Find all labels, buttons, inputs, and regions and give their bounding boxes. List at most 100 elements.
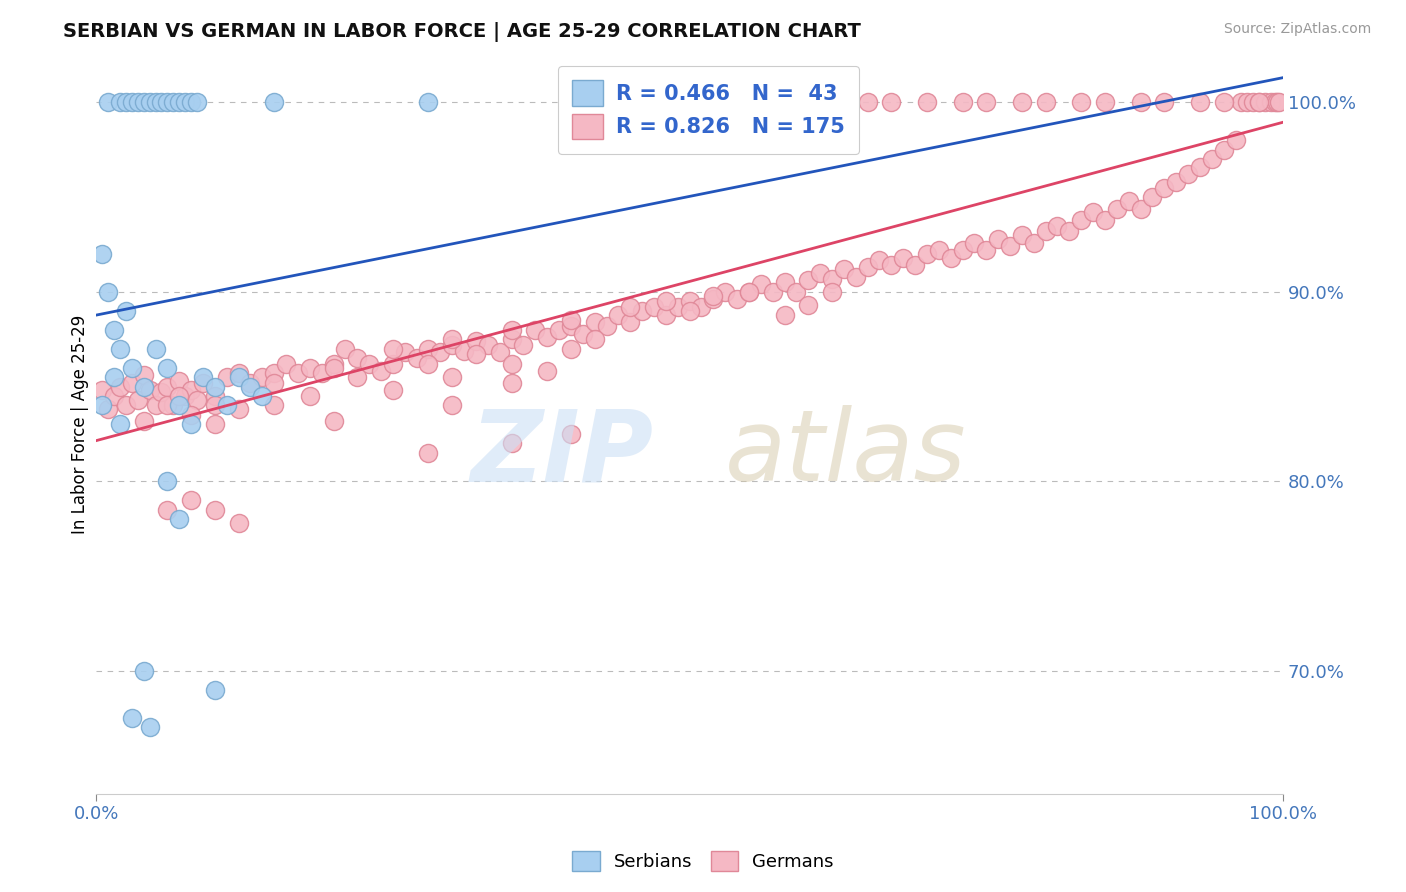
Point — [132, 368, 155, 383]
Point — [97, 285, 120, 299]
Point — [121, 711, 143, 725]
Point — [108, 342, 131, 356]
Point — [725, 293, 748, 307]
Point — [797, 95, 820, 110]
Point — [132, 379, 155, 393]
Point — [619, 315, 641, 329]
Point — [571, 326, 593, 341]
Point — [156, 379, 179, 393]
Point — [263, 399, 285, 413]
Point — [298, 389, 321, 403]
Point — [167, 374, 190, 388]
Point — [619, 300, 641, 314]
Point — [167, 399, 190, 413]
Text: Source: ZipAtlas.com: Source: ZipAtlas.com — [1223, 22, 1371, 37]
Point — [167, 389, 190, 403]
Point — [167, 95, 190, 110]
Point — [108, 379, 131, 393]
Point — [928, 243, 950, 257]
Point — [1188, 160, 1211, 174]
Point — [714, 285, 737, 299]
Point — [298, 360, 321, 375]
Point — [381, 342, 404, 356]
Point — [335, 342, 357, 356]
Point — [808, 95, 831, 110]
Point — [252, 370, 274, 384]
Point — [797, 273, 820, 287]
Y-axis label: In Labor Force | Age 25-29: In Labor Force | Age 25-29 — [72, 315, 89, 534]
Point — [239, 379, 262, 393]
Point — [191, 376, 214, 390]
Point — [156, 474, 179, 488]
Point — [167, 512, 190, 526]
Point — [512, 338, 534, 352]
Point — [127, 392, 149, 407]
Point — [108, 95, 131, 110]
Point — [228, 516, 250, 530]
Point — [808, 266, 831, 280]
Point — [453, 343, 475, 358]
Point — [501, 357, 523, 371]
Point — [1254, 95, 1277, 110]
Point — [150, 385, 173, 400]
Point — [560, 313, 582, 327]
Point — [186, 95, 208, 110]
Point — [97, 402, 120, 417]
Point — [560, 426, 582, 441]
Point — [346, 370, 368, 384]
Point — [974, 95, 997, 110]
Point — [536, 330, 558, 344]
Point — [619, 95, 641, 110]
Point — [145, 342, 167, 356]
Point — [845, 269, 868, 284]
Point — [180, 417, 202, 432]
Point — [501, 376, 523, 390]
Point — [263, 376, 285, 390]
Point — [121, 360, 143, 375]
Point — [228, 370, 250, 384]
Point — [1225, 133, 1247, 147]
Point — [418, 357, 440, 371]
Point — [477, 338, 499, 352]
Point — [690, 300, 713, 314]
Point — [655, 294, 678, 309]
Point — [501, 332, 523, 346]
Point — [115, 399, 138, 413]
Point — [138, 720, 160, 734]
Point — [1268, 95, 1291, 110]
Point — [91, 247, 114, 261]
Point — [1177, 168, 1199, 182]
Point — [1236, 95, 1258, 110]
Point — [132, 414, 155, 428]
Point — [121, 95, 143, 110]
Point — [91, 399, 114, 413]
Point — [441, 332, 464, 346]
Point — [156, 360, 179, 375]
Point — [204, 399, 226, 413]
Point — [180, 384, 202, 398]
Point — [560, 318, 582, 333]
Point — [1094, 95, 1116, 110]
Point — [1070, 213, 1092, 227]
Point — [1201, 153, 1223, 167]
Point — [678, 294, 700, 309]
Point — [1142, 190, 1164, 204]
Point — [1011, 227, 1033, 242]
Point — [418, 342, 440, 356]
Point — [138, 384, 160, 398]
Point — [191, 370, 214, 384]
Point — [381, 384, 404, 398]
Point — [536, 364, 558, 378]
Point — [418, 446, 440, 460]
Point — [1249, 95, 1271, 110]
Point — [441, 338, 464, 352]
Point — [1094, 213, 1116, 227]
Point — [1230, 95, 1253, 110]
Point — [998, 239, 1021, 253]
Point — [132, 664, 155, 678]
Point — [180, 493, 202, 508]
Point — [607, 308, 630, 322]
Point — [465, 347, 488, 361]
Point — [548, 323, 571, 337]
Point — [465, 334, 488, 348]
